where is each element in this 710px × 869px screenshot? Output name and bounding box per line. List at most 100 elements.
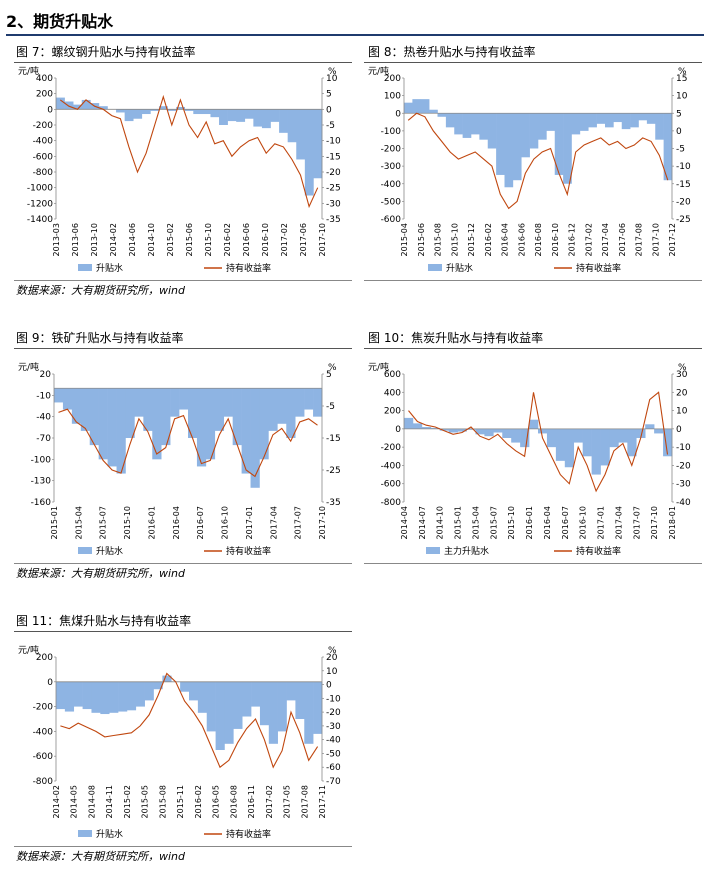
left-tick-label: -800 [33, 168, 54, 178]
basis-bar [188, 388, 198, 438]
x-tick-label: 2016-11 [247, 785, 256, 818]
x-tick-label: 2016-02 [484, 223, 493, 256]
right-axis-unit: % [678, 67, 687, 77]
right-tick-label: -35 [326, 498, 341, 508]
basis-bar [62, 388, 73, 410]
x-tick-label: 2016-04 [543, 506, 552, 539]
figure-11-chart: 元/吨 % 200 0 -200 -400 -600 -800 20 10 0 -10 -20 -30 -4… [18, 644, 341, 840]
x-tick-label: 2016-05 [212, 785, 221, 818]
left-tick-label: -130 [31, 477, 52, 487]
basis-bar [161, 388, 171, 446]
basis-bar [242, 681, 252, 717]
basis-bar [206, 681, 216, 732]
basis-bar [582, 428, 592, 457]
basis-bar [259, 388, 269, 460]
legend-label-yield: 持有收益率 [226, 262, 271, 274]
yield-line [407, 112, 669, 210]
basis-bar [313, 109, 323, 179]
left-tick-label: 200 [36, 90, 53, 100]
basis-bar [270, 109, 280, 122]
x-tick-label: 2016-12 [568, 223, 577, 256]
right-tick-label: 0 [326, 105, 332, 115]
basis-bar [227, 109, 237, 122]
basis-bar [564, 428, 575, 468]
basis-bar [170, 388, 180, 417]
basis-bar [429, 109, 438, 114]
basis-bar [654, 428, 664, 434]
basis-bar [504, 113, 514, 188]
figure-10-bottom-rule [364, 563, 702, 564]
basis-bar [430, 427, 441, 429]
legend-label-basis: 升贴水 [96, 262, 123, 274]
basis-bar [80, 388, 91, 431]
right-tick-label: 20 [326, 653, 338, 663]
left-tick-label: -1200 [27, 199, 53, 209]
x-tick-label: 2014-02 [109, 223, 118, 256]
left-tick-label: -600 [381, 480, 402, 490]
basis-bar [56, 681, 66, 710]
basis-bar [201, 109, 211, 115]
basis-bar [167, 109, 177, 111]
basis-bar [124, 109, 134, 122]
x-tick-label: 2016-06 [517, 223, 526, 256]
x-tick-label: 2016-07 [196, 506, 205, 539]
x-tick-label: 2016-10 [551, 223, 560, 256]
basis-bar [219, 109, 228, 125]
x-tick-label: 2017-10 [318, 506, 327, 539]
left-axis-unit: 元/吨 [368, 65, 389, 77]
left-tick-label: -600 [33, 152, 54, 162]
left-tick-label: -200 [33, 121, 54, 131]
x-tick-label: 2017-07 [294, 506, 303, 539]
x-tick-label: 2017-06 [299, 223, 308, 256]
basis-bar [663, 428, 673, 457]
left-tick-label: 200 [36, 653, 53, 663]
x-tick-label: 2015-01 [454, 506, 463, 539]
left-tick-label: -100 [31, 455, 52, 465]
basis-bar [462, 113, 472, 138]
basis-bar [197, 681, 208, 713]
basis-bar [143, 388, 153, 431]
basis-bar [448, 428, 458, 433]
basis-bar [100, 681, 110, 715]
basis-bar [277, 681, 287, 732]
figure-11-title-rule [14, 631, 352, 632]
right-tick-label: -25 [326, 184, 341, 194]
basis-bar [511, 428, 521, 443]
left-tick-label: -300 [381, 162, 402, 172]
right-tick-label: 0 [676, 127, 682, 137]
right-tick-label: -15 [676, 180, 691, 190]
right-tick-label: -20 [676, 197, 691, 207]
basis-bar [630, 113, 639, 128]
x-tick-label: 2016-10 [261, 223, 270, 256]
right-tick-label: -50 [326, 749, 341, 759]
basis-bar [521, 113, 530, 158]
right-tick-label: -70 [326, 777, 341, 787]
left-tick-label: 200 [384, 407, 401, 417]
basis-bar [224, 681, 234, 744]
basis-bar [253, 109, 263, 127]
basis-bar [210, 109, 220, 118]
figure-10-title: 图 10：焦炭升贴水与持有收益率 [368, 331, 544, 345]
basis-bar [475, 428, 485, 435]
right-axis-unit: % [328, 646, 337, 656]
basis-bar [493, 428, 503, 433]
figure-7-source: 数据来源：大有期货研究所，wind [16, 284, 186, 297]
right-tick-label: 10 [676, 407, 688, 417]
x-tick-label: 2016-08 [534, 223, 543, 256]
figure-11-source: 数据来源：大有期货研究所，wind [16, 850, 186, 863]
basis-bar [412, 99, 422, 114]
legend-label-basis: 升贴水 [96, 828, 123, 840]
basis-bar [454, 113, 463, 135]
figure-7-title-rule [14, 62, 352, 63]
right-tick-label: -30 [326, 199, 341, 209]
x-tick-label: 2016-02 [194, 785, 203, 818]
x-tick-label: 2017-06 [618, 223, 627, 256]
basis-bar [241, 388, 251, 474]
x-tick-label: 2014-10 [436, 506, 445, 539]
basis-bar [107, 388, 117, 467]
figure-7-title: 图 7：螺纹钢升贴水与持有收益率 [16, 45, 196, 59]
basis-bar [286, 681, 296, 701]
right-tick-label: -30 [326, 722, 341, 732]
figure-10-chart: 元/吨 % 600 400 200 0 -200 -400 -600 -800 30 20 10 0 -10… [368, 361, 691, 557]
right-tick-label: -20 [326, 168, 341, 178]
